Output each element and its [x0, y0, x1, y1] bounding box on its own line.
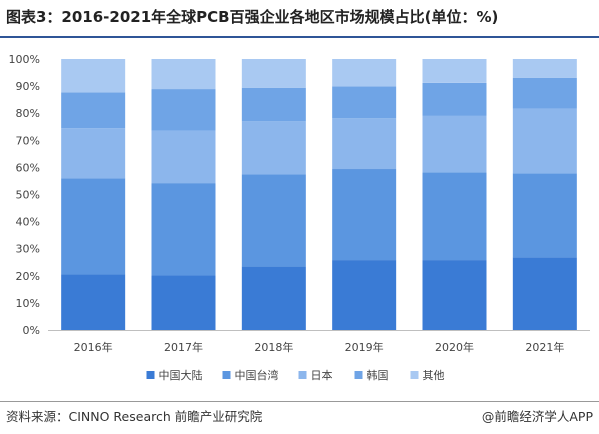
title-divider [0, 36, 599, 38]
bar-segment [512, 173, 577, 258]
legend-swatch [298, 371, 307, 379]
legend-label: 中国台湾 [235, 368, 279, 382]
x-tick-label: 2017年 [164, 340, 203, 354]
bar-segment [512, 59, 577, 78]
legend-label: 中国大陆 [159, 368, 203, 382]
y-tick-label: 100% [9, 53, 40, 66]
footer-divider [0, 401, 599, 402]
bar-segment [512, 77, 577, 109]
y-tick-label: 60% [16, 161, 40, 174]
bar-segment [61, 274, 126, 330]
legend-label: 日本 [311, 368, 333, 382]
bar-segment [151, 183, 216, 276]
stacked-bar-chart: 0%10%20%30%40%50%60%70%80%90%100% 2016年 2… [9, 53, 590, 382]
legend-label: 其他 [423, 369, 445, 382]
bar-segment [332, 59, 397, 87]
bar-segment [422, 115, 487, 173]
x-tick-label: 2018年 [254, 340, 293, 354]
source-note: 资料来源：CINNO Research 前瞻产业研究院 [6, 409, 263, 424]
bar-segment [241, 59, 306, 88]
y-tick-label: 40% [16, 216, 40, 229]
y-tick-label: 70% [16, 134, 40, 147]
bar-segment [151, 275, 216, 330]
bar-segment [241, 121, 306, 175]
bar-segment [332, 169, 397, 261]
chart-title: 图表3：2016-2021年全球PCB百强企业各地区市场规模占比(单位：%) [6, 8, 499, 26]
x-tick-label: 2016年 [74, 340, 113, 354]
x-axis: 2016年 2017年 2018年 2019年 2020年 2021年 [48, 330, 590, 354]
bar-segment [422, 82, 487, 116]
x-tick-label: 2021年 [525, 340, 564, 354]
legend-swatch [354, 371, 363, 379]
y-tick-label: 80% [16, 107, 40, 120]
bar-segment [61, 59, 126, 93]
x-tick-label: 2019年 [345, 340, 384, 354]
bar-segment [151, 89, 216, 131]
legend: 中国大陆 中国台湾 日本 韩国 其他 [146, 368, 445, 382]
y-axis: 0% 10% 20% 30% 40% 50% 60% 70% 80% 90% 100% [9, 53, 40, 337]
bar-segment [241, 174, 306, 267]
bar-segment [151, 130, 216, 184]
bar-segment [512, 257, 577, 330]
y-tick-label: 10% [16, 297, 40, 310]
bar-segment [61, 178, 126, 275]
legend-swatch [222, 371, 231, 379]
bar-segment [241, 266, 306, 330]
bar-segment [151, 59, 216, 90]
bar-segment [61, 128, 126, 179]
bar-segment [241, 87, 306, 122]
y-tick-label: 50% [16, 189, 40, 202]
bars [61, 59, 577, 330]
bar-segment [332, 260, 397, 330]
bar-segment [422, 172, 487, 261]
y-tick-label: 90% [16, 80, 40, 93]
y-tick-label: 0% [23, 324, 40, 337]
bar-segment [422, 59, 487, 83]
bar-segment [422, 260, 487, 330]
bar-segment [512, 108, 577, 174]
x-tick-label: 2020年 [435, 340, 474, 354]
legend-label: 韩国 [367, 368, 389, 382]
legend-swatch [410, 371, 419, 379]
bar-segment [332, 118, 397, 170]
legend-swatch [146, 371, 155, 379]
brand-label: @前瞻经济学人APP [481, 409, 593, 424]
y-tick-label: 30% [16, 243, 40, 256]
y-tick-label: 20% [16, 270, 40, 283]
bar-segment [61, 92, 126, 129]
bar-segment [332, 86, 397, 119]
